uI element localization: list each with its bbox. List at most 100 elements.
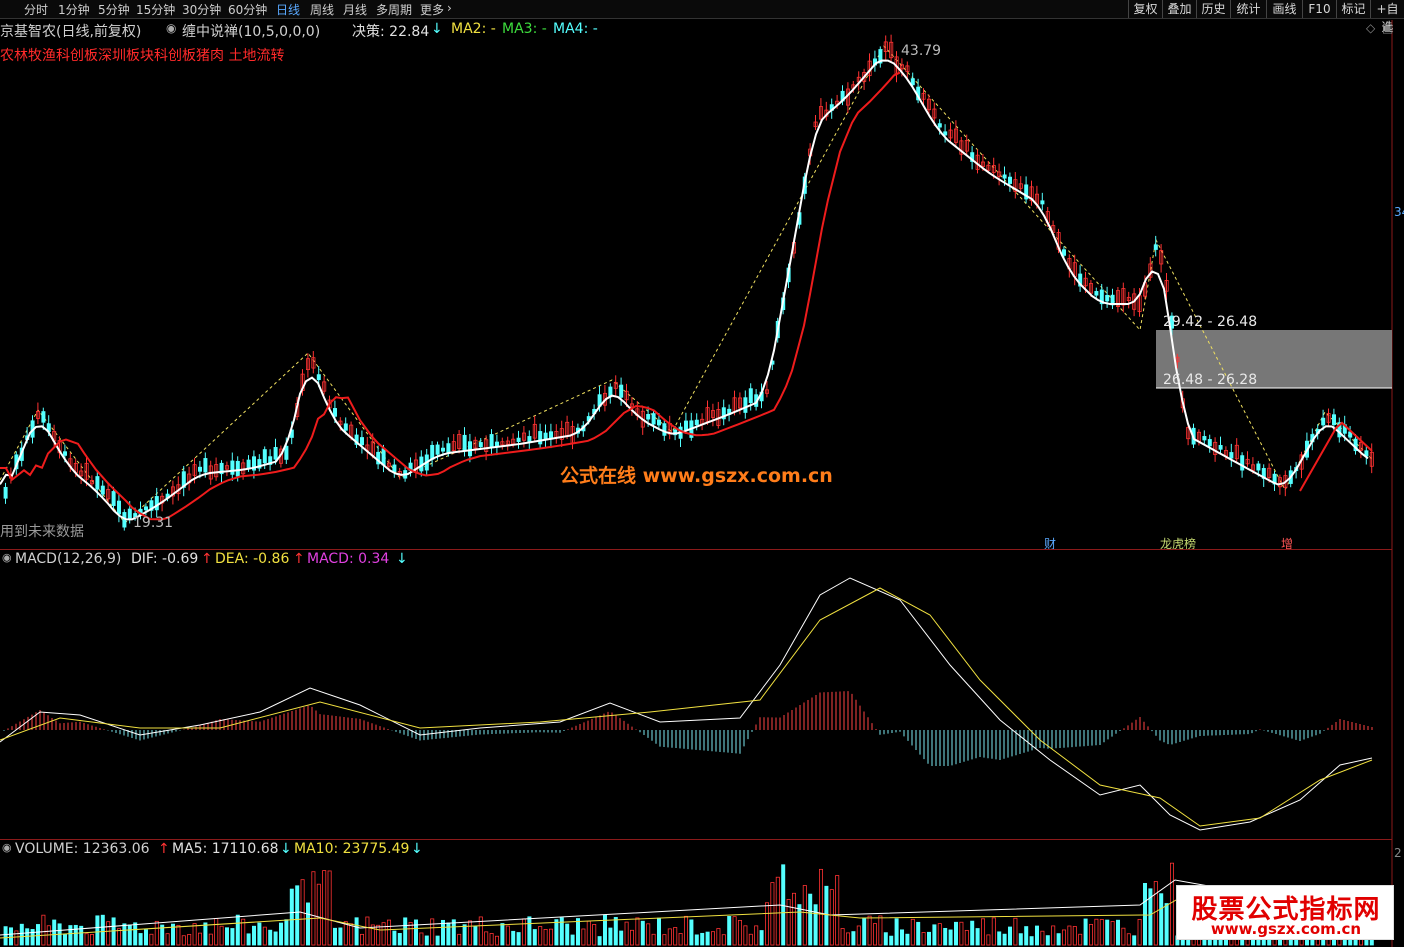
candle-body (932, 108, 937, 119)
candle-body (154, 496, 159, 511)
period-daily[interactable]: 日线 (276, 3, 301, 17)
volume-bar (1067, 925, 1072, 946)
diamond-icon[interactable]: ◇ (1366, 21, 1376, 35)
period-30min[interactable]: 30分钟 (182, 3, 222, 17)
volume-bar (376, 924, 381, 946)
volume-bar (991, 917, 996, 946)
event-tag-increase[interactable]: 增 (1281, 537, 1294, 551)
volume-bar (127, 924, 132, 946)
event-tag-dragon-tiger[interactable]: 龙虎榜 (1160, 537, 1197, 551)
volume-bar (721, 934, 726, 946)
volume-bar (289, 888, 294, 946)
volume-bar (3, 926, 8, 946)
period-monthly[interactable]: 月线 (343, 3, 368, 17)
candle-body (359, 437, 364, 446)
volume-bar (878, 915, 883, 946)
volume-bar (651, 933, 656, 946)
candle-body (921, 92, 926, 100)
stats-button[interactable]: 统计 (1230, 0, 1266, 18)
site-watermark: 股票公式指标网 www.gszx.com.cn (1176, 885, 1394, 940)
period-60min[interactable]: 60分钟 (228, 3, 268, 17)
candle-body (1105, 295, 1110, 302)
candle-body (527, 436, 532, 442)
settings-square-icon[interactable]: ▣ (1382, 21, 1394, 35)
volume-bar (343, 921, 348, 946)
candle-body (937, 123, 942, 128)
volume-bar (208, 933, 213, 946)
macd-toggle-icon[interactable]: ◉ (2, 551, 12, 564)
volume-bar (489, 933, 494, 946)
volume-bar (138, 933, 143, 946)
candle-body (1116, 290, 1121, 307)
candle-body (338, 420, 343, 426)
volume-bar (786, 898, 791, 946)
volume-bar (586, 920, 591, 946)
period-multi[interactable]: 多周期 (376, 3, 413, 17)
volume-bar (419, 932, 424, 946)
candle-body (813, 121, 818, 128)
f10-button[interactable]: F10 (1302, 0, 1336, 18)
volume-bar (867, 915, 872, 946)
volume-bar (635, 917, 640, 946)
period-1min[interactable]: 1分钟 (58, 3, 90, 17)
volume-bar (840, 928, 845, 946)
history-button[interactable]: 历史 (1196, 0, 1230, 18)
volume-bar (689, 919, 694, 946)
volume-bar (268, 929, 273, 946)
macd-divider[interactable] (0, 549, 1392, 550)
event-tag-finance[interactable]: 财 (1044, 537, 1057, 551)
zone-lower-label: 26.48 - 26.28 (1163, 372, 1258, 388)
candle-body (90, 480, 95, 485)
candle-body (203, 458, 208, 473)
volume-bar (494, 935, 499, 946)
candle-body (819, 106, 824, 120)
candle-body (948, 129, 953, 139)
indicator-toggle-icon[interactable]: ◉ (166, 21, 177, 35)
volume-divider[interactable] (0, 839, 1392, 840)
volume-bar (230, 928, 235, 946)
volume-bar (667, 928, 672, 946)
period-15min[interactable]: 15分钟 (136, 3, 176, 17)
volume-bar (1078, 933, 1083, 946)
indicator-name: 缠中说禅(10,5,0,0,0) (182, 24, 321, 40)
period-weekly[interactable]: 周线 (310, 3, 335, 17)
macd-value: MACD: 0.34 (307, 551, 390, 567)
volume-bar (624, 921, 629, 946)
volume-bar (354, 917, 359, 946)
period-more[interactable]: 更多 (420, 3, 445, 17)
volume-bar (694, 934, 699, 946)
draw-button[interactable]: 画线 (1266, 0, 1302, 18)
candle-body (305, 358, 310, 371)
volume-toggle-icon[interactable]: ◉ (2, 841, 12, 854)
candle-body (522, 432, 527, 441)
volume-bar (63, 934, 68, 946)
period-intraday[interactable]: 分时 (24, 3, 49, 17)
volume-bar (440, 919, 445, 946)
volume-bar (214, 918, 219, 946)
add-watchlist-button[interactable]: +自选 (1370, 0, 1404, 34)
mark-button[interactable]: 标记 (1336, 0, 1370, 18)
volume-bar (424, 935, 429, 946)
chevron-right-icon[interactable]: › (447, 1, 452, 15)
macd-dea: DEA: -0.86 (215, 551, 290, 567)
candle-body (1024, 184, 1029, 200)
volume-bar (851, 931, 856, 946)
volume-bar (1159, 893, 1164, 946)
volume-bar (1018, 933, 1023, 946)
volume-bar (630, 929, 635, 946)
volume-bar (149, 933, 154, 946)
volume-bar (916, 921, 921, 946)
candle-body (878, 49, 883, 64)
volume-bar (1008, 926, 1013, 946)
candle-body (1121, 288, 1126, 306)
adjust-button[interactable]: 复权 (1128, 0, 1162, 18)
ma4-value: MA4: - (553, 21, 598, 37)
candle-body (1062, 249, 1067, 256)
volume-bar (554, 919, 559, 946)
volume-bar (592, 924, 597, 946)
volume-bar (311, 871, 316, 946)
period-5min[interactable]: 5分钟 (98, 3, 130, 17)
overlay-button[interactable]: 叠加 (1162, 0, 1196, 18)
candle-body (927, 98, 932, 111)
candle-body (251, 456, 256, 471)
